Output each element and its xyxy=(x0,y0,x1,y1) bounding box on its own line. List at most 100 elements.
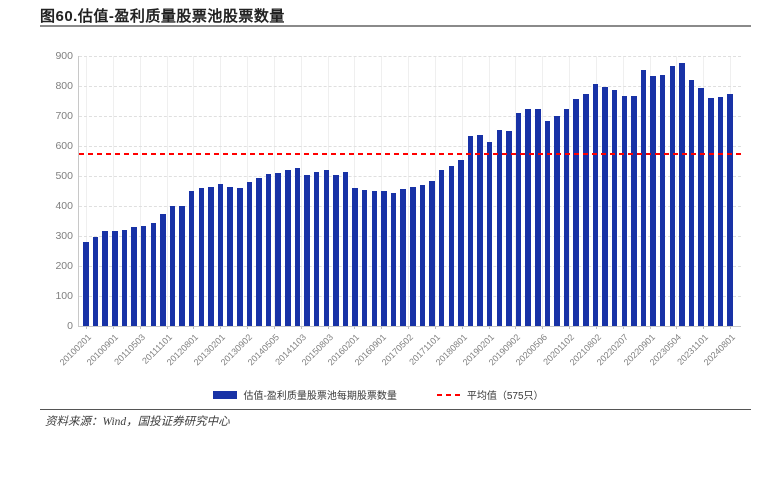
x-axis-tick xyxy=(166,326,168,329)
horizontal-gridline xyxy=(79,56,741,57)
vertical-gridline xyxy=(193,56,195,326)
bar xyxy=(140,225,147,326)
bar xyxy=(438,170,445,326)
bar xyxy=(208,187,214,326)
average-line xyxy=(79,152,741,155)
x-axis-tick xyxy=(730,326,731,329)
vertical-gridline xyxy=(676,56,678,326)
bar xyxy=(410,187,416,326)
vertical-gridline xyxy=(381,56,383,326)
page-title: 图60.估值-盈利质量股票池股票数量 xyxy=(40,8,285,25)
bar xyxy=(150,222,157,326)
x-axis-tick xyxy=(220,326,222,329)
bar xyxy=(237,187,243,326)
bar xyxy=(419,185,426,326)
x-axis-tick xyxy=(542,326,544,329)
bar xyxy=(179,205,185,326)
bar xyxy=(102,230,108,326)
bar xyxy=(131,227,137,326)
bar xyxy=(640,70,647,326)
bar xyxy=(121,229,128,326)
vertical-gridline xyxy=(300,56,302,326)
bar xyxy=(650,76,656,326)
x-axis-tick xyxy=(139,326,141,329)
vertical-gridline xyxy=(569,56,570,326)
y-tick-label: 800 xyxy=(55,80,73,92)
bar xyxy=(563,109,570,326)
bar xyxy=(429,180,435,326)
x-axis-tick xyxy=(434,326,436,329)
horizontal-gridline xyxy=(79,146,741,147)
bar xyxy=(621,95,628,326)
y-tick-label: 0 xyxy=(67,320,73,332)
horizontal-gridline xyxy=(79,176,741,177)
bar xyxy=(352,188,358,326)
footer-divider xyxy=(40,409,751,410)
bar xyxy=(160,213,166,326)
legend-item-series: 估值-盈利质量股票池每期股票数量 xyxy=(213,387,397,402)
bar xyxy=(679,62,685,326)
bar xyxy=(198,188,205,326)
x-axis-tick xyxy=(247,326,248,329)
x-axis-tick xyxy=(676,326,678,329)
bar xyxy=(275,173,281,326)
bar xyxy=(458,160,464,326)
bar xyxy=(631,95,637,326)
horizontal-gridline xyxy=(79,236,741,237)
bar xyxy=(698,88,704,326)
bar xyxy=(342,172,349,326)
bar xyxy=(467,136,474,326)
x-axis-tick xyxy=(273,326,275,329)
vertical-gridline xyxy=(112,56,114,326)
horizontal-gridline xyxy=(79,116,741,117)
bar xyxy=(371,191,378,326)
x-axis-tick xyxy=(381,326,383,329)
bar xyxy=(669,65,676,326)
x-axis-tick xyxy=(595,326,597,329)
x-axis-tick xyxy=(461,326,463,329)
average-dash-icon xyxy=(436,393,461,396)
bar xyxy=(611,90,618,326)
bar xyxy=(217,183,224,326)
bar xyxy=(256,178,262,326)
bar xyxy=(506,131,512,326)
x-axis-tick xyxy=(488,326,490,329)
horizontal-gridline xyxy=(79,206,741,207)
y-tick-label: 700 xyxy=(55,110,73,122)
y-tick-label: 200 xyxy=(55,260,73,272)
x-axis-tick xyxy=(622,326,624,329)
x-axis-tick xyxy=(515,326,517,329)
bar xyxy=(227,186,233,326)
source-note: 资料来源：Wind，国投证券研究中心 xyxy=(45,416,230,428)
bar xyxy=(390,193,397,326)
report-figure-page: { "header": { "title": "图60.估值-盈利质量股票池股票… xyxy=(40,8,751,428)
bar xyxy=(717,97,724,326)
bar xyxy=(583,93,589,326)
y-tick-label: 900 xyxy=(55,50,73,62)
vertical-gridline xyxy=(408,56,409,326)
bar xyxy=(515,113,522,326)
vertical-gridline xyxy=(166,56,168,326)
vertical-gridline xyxy=(273,56,275,326)
bar xyxy=(361,190,368,326)
bar xyxy=(525,108,531,326)
bar-series-swatch-icon xyxy=(213,390,238,399)
x-axis-tick xyxy=(300,326,302,329)
vertical-gridline xyxy=(542,56,544,326)
bar xyxy=(544,121,551,326)
horizontal-gridline xyxy=(79,296,741,297)
vertical-gridline xyxy=(649,56,651,326)
x-axis-tick xyxy=(408,326,409,329)
x-axis-tick xyxy=(703,326,705,329)
bar xyxy=(83,242,89,326)
legend-series-label: 估值-盈利质量股票池每期股票数量 xyxy=(243,391,397,402)
x-axis-tick xyxy=(193,326,195,329)
bar xyxy=(381,191,387,326)
bar xyxy=(92,236,99,326)
bar xyxy=(727,93,733,326)
bar xyxy=(535,108,541,326)
legend-average-label: 平均值（575只） xyxy=(466,391,544,402)
bar xyxy=(112,230,118,326)
vertical-gridline xyxy=(434,56,436,326)
bar xyxy=(448,166,454,326)
